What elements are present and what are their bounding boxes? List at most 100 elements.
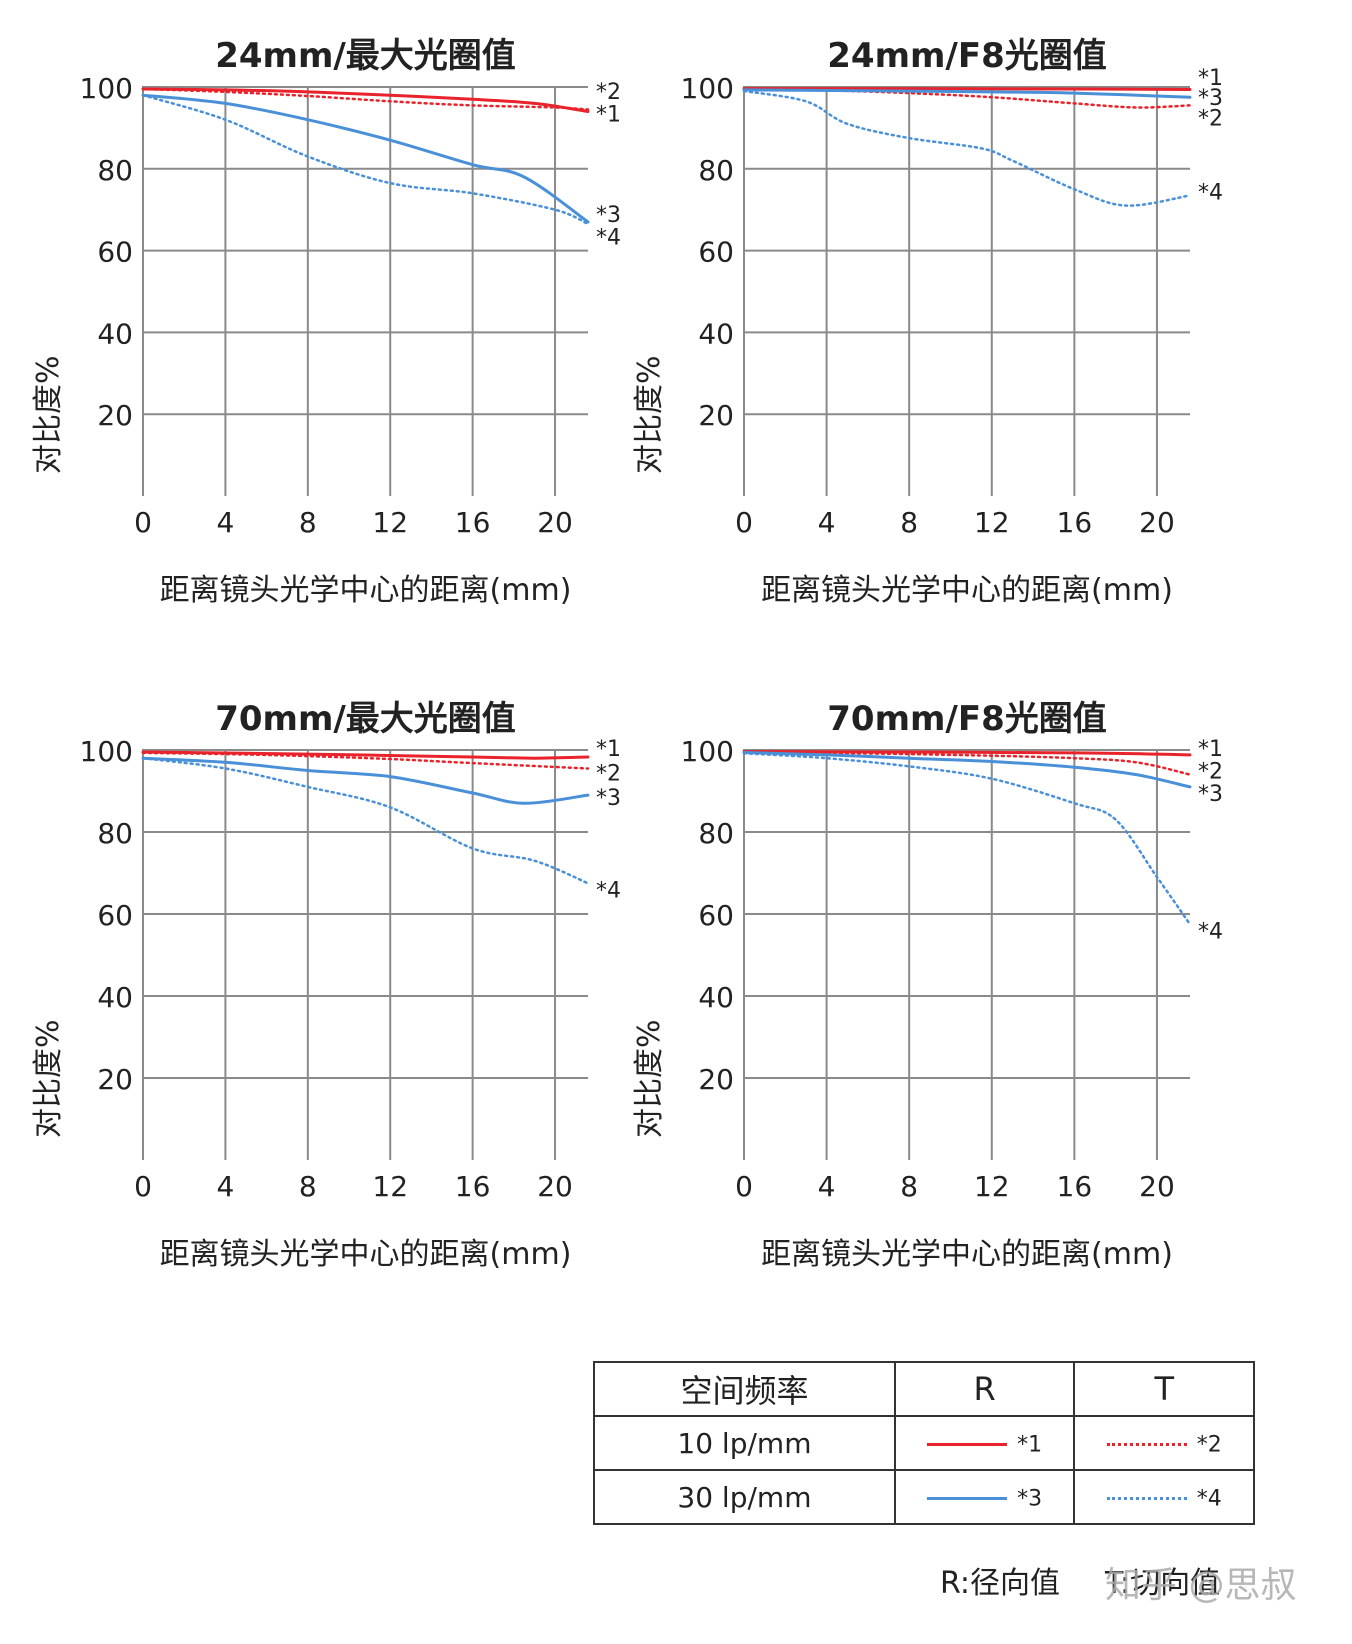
series-line-mark1 (742, 87, 1192, 91)
series-end-label: *4 (596, 878, 621, 903)
legend-header-t: T (1073, 1361, 1255, 1417)
series-line-mark3 (742, 751, 1192, 789)
series-line-mark2 (742, 87, 1192, 109)
y-axis-label: 对比度% (31, 355, 66, 474)
x-tick-label: 16 (455, 506, 491, 539)
chart-title: 70mm/F8光圈值 (827, 699, 1106, 739)
note-radial: R:径向值 (940, 1566, 1061, 1601)
chart-title: 24mm/最大光圈值 (215, 36, 516, 76)
series-end-label: *4 (596, 225, 621, 250)
y-tick-label: 100 (80, 72, 133, 105)
x-tick-label: 0 (735, 506, 753, 539)
x-tick-label: 16 (1057, 506, 1093, 539)
x-axis-label: 距离镜头光学中心的距离(mm) (761, 573, 1173, 608)
legend-mark: *4 (1196, 1486, 1222, 1511)
series-line-mark2 (742, 750, 1192, 776)
legend-cell-r1: *1 (893, 1415, 1076, 1471)
x-tick-label: 12 (974, 506, 1010, 539)
series-end-label: *3 (1198, 86, 1223, 111)
y-tick-label: 100 (681, 72, 734, 105)
legend-frequency-30: 30 lp/mm (593, 1469, 896, 1525)
series-line-mark2 (141, 751, 590, 770)
series-line-mark4 (141, 93, 590, 226)
y-tick-label: 40 (698, 981, 734, 1014)
x-tick-label: 4 (818, 1170, 836, 1203)
series-line-mark4 (742, 89, 1192, 207)
y-tick-label: 80 (97, 817, 133, 850)
series-end-label: *2 (1198, 760, 1223, 785)
legend-swatch-solid-blue (927, 1497, 1008, 1500)
legend-cell-t4: *4 (1073, 1469, 1255, 1525)
series-line-mark3 (742, 88, 1192, 99)
series-end-label: *4 (1198, 919, 1223, 944)
y-tick-label: 100 (681, 735, 734, 768)
series-end-label: *2 (596, 762, 621, 787)
legend-swatch-dotted-blue (1106, 1497, 1187, 1500)
x-tick-label: 20 (537, 1170, 573, 1203)
legend-row: 10 lp/mm *1 *2 (593, 1415, 1255, 1471)
y-tick-label: 40 (97, 317, 133, 350)
legend-swatch-solid-red (927, 1443, 1008, 1446)
watermark: 知乎 @思叔 (1105, 1565, 1297, 1606)
x-tick-label: 16 (455, 1170, 491, 1203)
y-tick-label: 60 (97, 899, 133, 932)
x-tick-label: 16 (1057, 1170, 1093, 1203)
x-tick-label: 0 (735, 1170, 753, 1203)
series-line-mark1 (742, 750, 1192, 757)
x-tick-label: 20 (1139, 506, 1175, 539)
x-tick-label: 20 (537, 506, 573, 539)
y-tick-label: 80 (97, 154, 133, 187)
series-line-mark1 (141, 87, 590, 113)
x-tick-label: 8 (299, 506, 317, 539)
y-tick-label: 40 (97, 981, 133, 1014)
legend-mark: *1 (1017, 1432, 1043, 1457)
y-tick-label: 40 (698, 317, 734, 350)
x-axis-label: 距离镜头光学中心的距离(mm) (160, 573, 572, 608)
x-tick-label: 20 (1139, 1170, 1175, 1203)
x-tick-label: 12 (372, 506, 408, 539)
note-tangential: T:切向值 (1105, 1566, 1221, 1601)
y-tick-label: 20 (698, 399, 734, 432)
series-end-label: *3 (596, 786, 621, 811)
series-end-label: *1 (596, 103, 621, 128)
legend-mark: *2 (1196, 1432, 1222, 1457)
x-tick-label: 8 (900, 506, 918, 539)
x-tick-label: 4 (818, 506, 836, 539)
legend-swatch-dotted-red (1106, 1443, 1187, 1446)
series-end-label: *4 (1198, 180, 1223, 205)
x-tick-label: 0 (134, 506, 152, 539)
legend-header-frequency: 空间频率 (593, 1361, 896, 1417)
legend-cell-t2: *2 (1073, 1415, 1255, 1471)
series-end-label: *2 (1198, 107, 1223, 132)
series-end-label: *2 (596, 80, 621, 105)
chart-title: 70mm/最大光圈值 (215, 699, 516, 739)
y-axis-label: 对比度% (632, 355, 667, 474)
legend-row: 30 lp/mm *3 *4 (593, 1469, 1255, 1525)
y-tick-label: 80 (698, 817, 734, 850)
legend-table: 空间频率 R T 10 lp/mm *1 *2 30 lp/mm *3 *4 (593, 1361, 1255, 1525)
x-tick-label: 8 (299, 1170, 317, 1203)
series-end-label: *1 (596, 737, 621, 762)
y-tick-label: 20 (97, 1063, 133, 1096)
y-tick-label: 60 (698, 899, 734, 932)
x-axis-label: 距离镜头光学中心的距离(mm) (761, 1237, 1173, 1272)
series-line-mark4 (742, 752, 1192, 926)
series-line-mark2 (141, 87, 590, 111)
chart-panel-2: 24mm/F8光圈值 20 40 60 80 100 0 4 8 12 16 20 距离镜头光学中心的距… (632, 36, 1223, 608)
y-tick-label: 80 (698, 154, 734, 187)
series-line-mark3 (141, 93, 590, 224)
y-tick-label: 100 (80, 735, 133, 768)
y-tick-label: 20 (698, 1063, 734, 1096)
series-end-label: *3 (1198, 782, 1223, 807)
y-tick-label: 60 (698, 236, 734, 269)
chart-panel-3: 70mm/最大光圈值 20 40 60 80 100 0 4 8 12 16 20 距离镜头光学中心的距… (31, 699, 621, 1272)
series-end-label: *1 (1198, 737, 1223, 762)
x-axis-label: 距离镜头光学中心的距离(mm) (160, 1237, 572, 1272)
x-tick-label: 8 (900, 1170, 918, 1203)
y-axis-label: 对比度% (31, 1019, 66, 1138)
x-tick-label: 4 (216, 506, 234, 539)
series-end-label: *3 (596, 203, 621, 228)
x-tick-label: 12 (372, 1170, 408, 1203)
series-line-mark4 (141, 756, 590, 885)
